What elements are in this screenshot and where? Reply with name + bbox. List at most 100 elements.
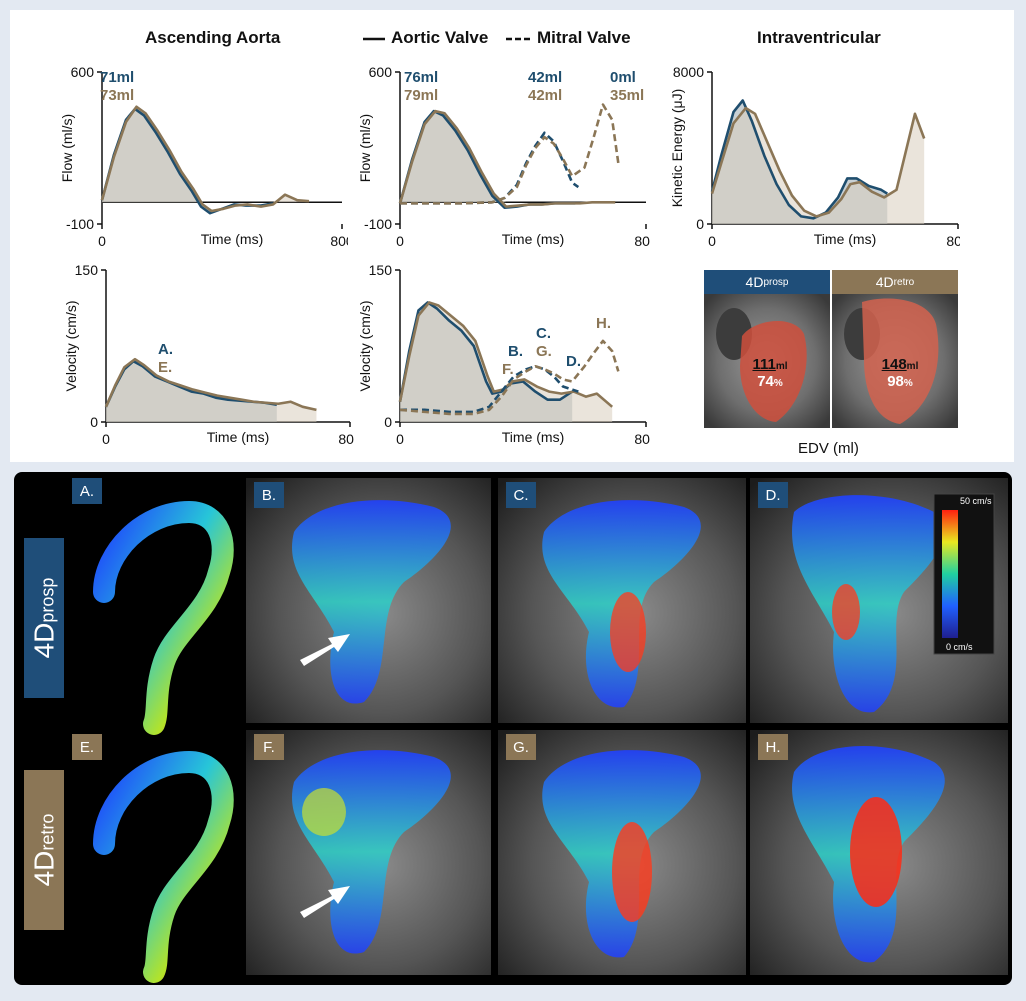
edv-prosp-percent: 74 xyxy=(757,373,774,390)
velocity-aorta-xtick-label-start: 0 xyxy=(102,431,110,447)
flow-valves-ytick-label-bottom: -100 xyxy=(364,216,392,232)
aorta-e-flow xyxy=(93,750,234,983)
velocity-valves-ylabel: Velocity (cm/s) xyxy=(357,300,373,391)
flow-aorta-ytick-label-top: 600 xyxy=(71,64,95,80)
colorbar-gradient xyxy=(942,510,958,638)
flow-jet-c xyxy=(610,592,646,672)
colorbar-min: 0 cm/s xyxy=(946,642,973,652)
flow-valves-fill-1 xyxy=(400,111,616,203)
flow-panels: 4Dprosp 4Dretro A. B. C. D. E. F. G. H. … xyxy=(14,472,1012,985)
velocity-valves-ytick-label-top: 150 xyxy=(369,262,393,278)
edv-retro-header: 4D retro xyxy=(832,270,958,294)
badge-a: A. xyxy=(72,478,102,504)
header-intraventricular: Intraventricular xyxy=(757,28,881,47)
flow-valves-annotation-4: 0ml xyxy=(610,69,636,86)
edv-retro-volume-line: 148ml xyxy=(870,356,930,373)
velocity-valves-annotation-5: H. xyxy=(596,315,611,332)
velocity-valves-xtick-label-end: 800 xyxy=(634,431,650,447)
flow-valves-annotation-2: 42ml xyxy=(528,69,562,86)
flow-aorta-xtick-label-start: 0 xyxy=(98,233,106,249)
flow-jet-g xyxy=(612,822,652,922)
flow-aorta-ylabel: Flow (ml/s) xyxy=(59,114,75,182)
edv-prosp-volume: 111 xyxy=(752,356,776,373)
velocity-valves-annotation-1: F. xyxy=(502,361,514,378)
badge-g: G. xyxy=(506,734,536,760)
velocity-valves-series-0 xyxy=(398,301,573,402)
badge-h: H. xyxy=(758,734,788,760)
kinetic-energy-xlabel: Time (ms) xyxy=(814,231,876,247)
flow-valves-annotation-5: 35ml xyxy=(610,87,644,104)
flow-aorta-ytick-label-bottom: -100 xyxy=(66,216,94,232)
velocity-valves-annotation-2: C. xyxy=(536,325,551,342)
edv-retro-sub: retro xyxy=(893,276,915,288)
kinetic-energy-series-1 xyxy=(710,106,926,218)
edv-images xyxy=(704,294,958,428)
flow-valves-ytick-label-top: 600 xyxy=(369,64,393,80)
velocity-valves-fill-1 xyxy=(400,302,613,422)
kinetic-energy-xtick-label-end: 800 xyxy=(946,233,960,249)
row-label-prosp-main: 4D xyxy=(28,622,60,659)
velocity-valves-series-3 xyxy=(399,339,620,416)
kinetic-energy-chart: 8000 00 800 Time (ms) Kinetic Energy (μJ) xyxy=(669,64,960,249)
flow-valves-series-3 xyxy=(400,103,620,205)
row-label-retro: 4Dretro xyxy=(24,770,64,930)
kinetic-energy-xtick-label-start: 0 xyxy=(708,233,716,249)
flow-aorta-annotation-1: 73ml xyxy=(100,87,134,104)
kinetic-energy-series-0 xyxy=(710,99,888,220)
flow-valves-series-1 xyxy=(398,109,616,208)
colorbar-max: 50 cm/s xyxy=(960,496,992,506)
edv-retro-values: 148ml 98% xyxy=(870,356,930,390)
edv-retro-ventricle xyxy=(862,298,939,424)
flow-valves-annotation-1: 79ml xyxy=(404,87,438,104)
flow-overlay-d xyxy=(792,495,945,713)
legend-aortic-valve: Aortic Valve xyxy=(391,28,489,47)
flow-aorta-annotation-0: 71ml xyxy=(100,69,134,86)
badge-f: F. xyxy=(254,734,284,760)
row-label-prosp-sub: prosp xyxy=(37,577,58,623)
velocity-valves-ytick-label-bottom: 0 xyxy=(384,414,392,430)
flow-valves-ylabel: Flow (ml/s) xyxy=(357,114,373,182)
velocity-valves-annotation-3: G. xyxy=(536,343,552,360)
velocity-aorta-fill-1 xyxy=(106,359,317,422)
flow-valves-xtick-label-start: 0 xyxy=(396,233,404,249)
flow-aorta-series-1 xyxy=(100,105,310,213)
edv-retro-volume: 148 xyxy=(881,356,907,373)
edv-prosp-volume-line: 111ml xyxy=(740,356,800,373)
edv-prosp-volume-unit: ml xyxy=(775,361,788,372)
row-label-prosp: 4Dprosp xyxy=(24,538,64,698)
flow-aorta-fill-1 xyxy=(102,106,309,203)
edv-panel: 4D prosp 4D retro 111ml 74% 148ml 98% xyxy=(704,270,958,428)
velocity-aorta-xtick-label-end: 800 xyxy=(338,431,354,447)
velocity-aorta-ytick-label-bottom: 0 xyxy=(90,414,98,430)
velocity-valves-xlabel: Time (ms) xyxy=(502,429,564,445)
velocity-aorta-annotation-1: E. xyxy=(158,359,172,376)
edv-retro-percent-unit: % xyxy=(903,378,913,389)
edv-prosp-percent-unit: % xyxy=(773,378,783,389)
edv-prosp-ventricle xyxy=(740,321,807,422)
legend: Aortic Valve Mitral Valve xyxy=(360,28,650,50)
velocity-aorta-annotation-0: A. xyxy=(158,341,173,358)
edv-axis-label: EDV (ml) xyxy=(798,440,859,457)
badge-c: C. xyxy=(506,482,536,508)
velocity-aorta-chart: 150 00 800 Time (ms) Velocity (cm/s) A.E. xyxy=(63,262,354,447)
row-label-retro-text: 4Dretro xyxy=(28,814,60,887)
edv-retro-percent: 98 xyxy=(887,373,904,390)
legend-mitral-valve: Mitral Valve xyxy=(537,28,631,47)
kinetic-energy-fill-1 xyxy=(712,108,925,224)
edv-prosp-label: 4D xyxy=(745,274,764,290)
velocity-valves-xtick-label-start: 0 xyxy=(396,431,404,447)
flow-jet-h xyxy=(850,797,902,907)
velocity-valves-series-1 xyxy=(398,301,614,408)
flow-jet-d xyxy=(832,584,860,640)
flow-valves-annotation-0: 76ml xyxy=(404,69,438,86)
badge-b: B. xyxy=(254,482,284,508)
velocity-aorta-ytick-label-top: 150 xyxy=(75,262,99,278)
badge-d: D. xyxy=(758,482,788,508)
flow-valves-annotation-3: 42ml xyxy=(528,87,562,104)
velocity-aorta-ylabel: Velocity (cm/s) xyxy=(63,300,79,391)
velocity-valves-series-2 xyxy=(400,364,579,414)
edv-prosp-percent-line: 74% xyxy=(740,373,800,390)
edv-prosp-values: 111ml 74% xyxy=(740,356,800,390)
